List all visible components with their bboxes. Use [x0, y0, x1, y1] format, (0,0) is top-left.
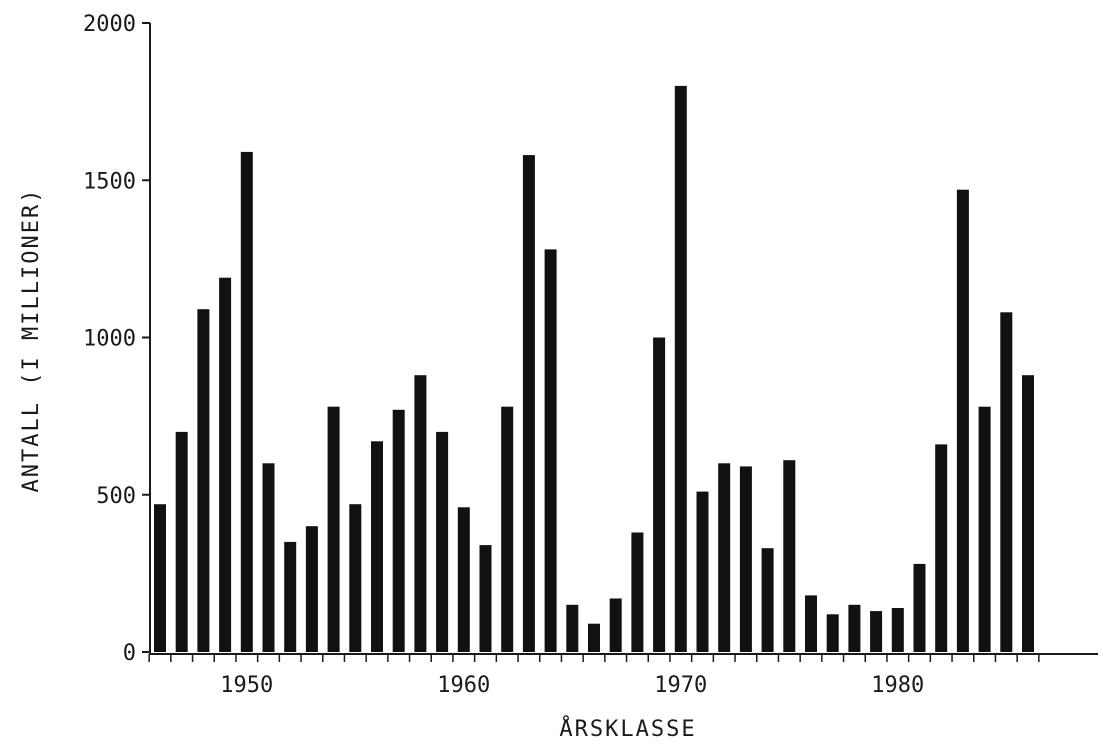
- bar-1949: [219, 277, 232, 652]
- bar-1962: [501, 406, 514, 652]
- y-axis-title: ANTALL (I MILLIONER): [19, 188, 44, 493]
- bar-1946: [154, 504, 166, 652]
- x-tick-label-1970: 1970: [654, 673, 707, 698]
- bar-1956: [371, 441, 383, 652]
- bar-1954: [327, 406, 340, 652]
- bar-1964: [544, 249, 557, 652]
- bar-1952: [284, 541, 297, 652]
- bar-1947: [175, 431, 188, 652]
- bar-1975: [783, 460, 796, 652]
- x-tick-label-1960: 1960: [437, 673, 490, 698]
- bar-1957: [392, 409, 405, 652]
- bar-1978: [848, 604, 861, 652]
- bar-1950: [240, 151, 253, 652]
- x-tick-label-1980: 1980: [871, 673, 924, 698]
- bar-1948: [197, 309, 210, 652]
- bar-1965: [566, 604, 579, 652]
- y-tick-label-500: 500: [96, 484, 136, 509]
- y-tick-label-0: 0: [123, 641, 136, 666]
- bar-1967: [609, 598, 622, 652]
- bar-1979: [870, 611, 883, 652]
- bar-1982: [935, 444, 948, 652]
- x-tick-label-1950: 1950: [220, 673, 273, 698]
- bar-1968: [631, 532, 644, 652]
- bar-1986: [1022, 375, 1034, 652]
- axes-group: 0 500 1000 1500 2000 1950 1960 1970 1980: [83, 12, 1098, 698]
- bar-1985: [1000, 312, 1013, 652]
- y-tick-label-1000: 1000: [83, 327, 136, 352]
- bar-1955: [349, 504, 362, 652]
- bar-1966: [588, 623, 600, 652]
- bar-1959: [436, 431, 449, 652]
- bar-1951: [262, 463, 275, 652]
- bar-1981: [913, 563, 926, 652]
- bar-1961: [479, 545, 492, 652]
- y-tick-label-1500: 1500: [83, 169, 136, 194]
- bar-1977: [826, 614, 839, 652]
- bar-1972: [718, 463, 731, 652]
- bar-1970: [674, 85, 687, 652]
- bar-1976: [805, 595, 817, 652]
- bar-1971: [696, 491, 709, 652]
- bar-1960: [457, 507, 470, 652]
- bar-1963: [522, 155, 535, 652]
- bar-1983: [956, 189, 969, 652]
- bar-1973: [739, 466, 752, 652]
- x-axis-title: ÅRSKLASSE: [559, 715, 696, 742]
- bar-1969: [653, 337, 666, 652]
- y-tick-label-2000: 2000: [83, 12, 136, 37]
- bar-1958: [414, 375, 427, 652]
- bar-1980: [891, 608, 904, 652]
- bar-1984: [978, 406, 991, 652]
- bars-group: [154, 85, 1034, 652]
- bar-1953: [305, 526, 318, 652]
- bar-1974: [761, 548, 774, 652]
